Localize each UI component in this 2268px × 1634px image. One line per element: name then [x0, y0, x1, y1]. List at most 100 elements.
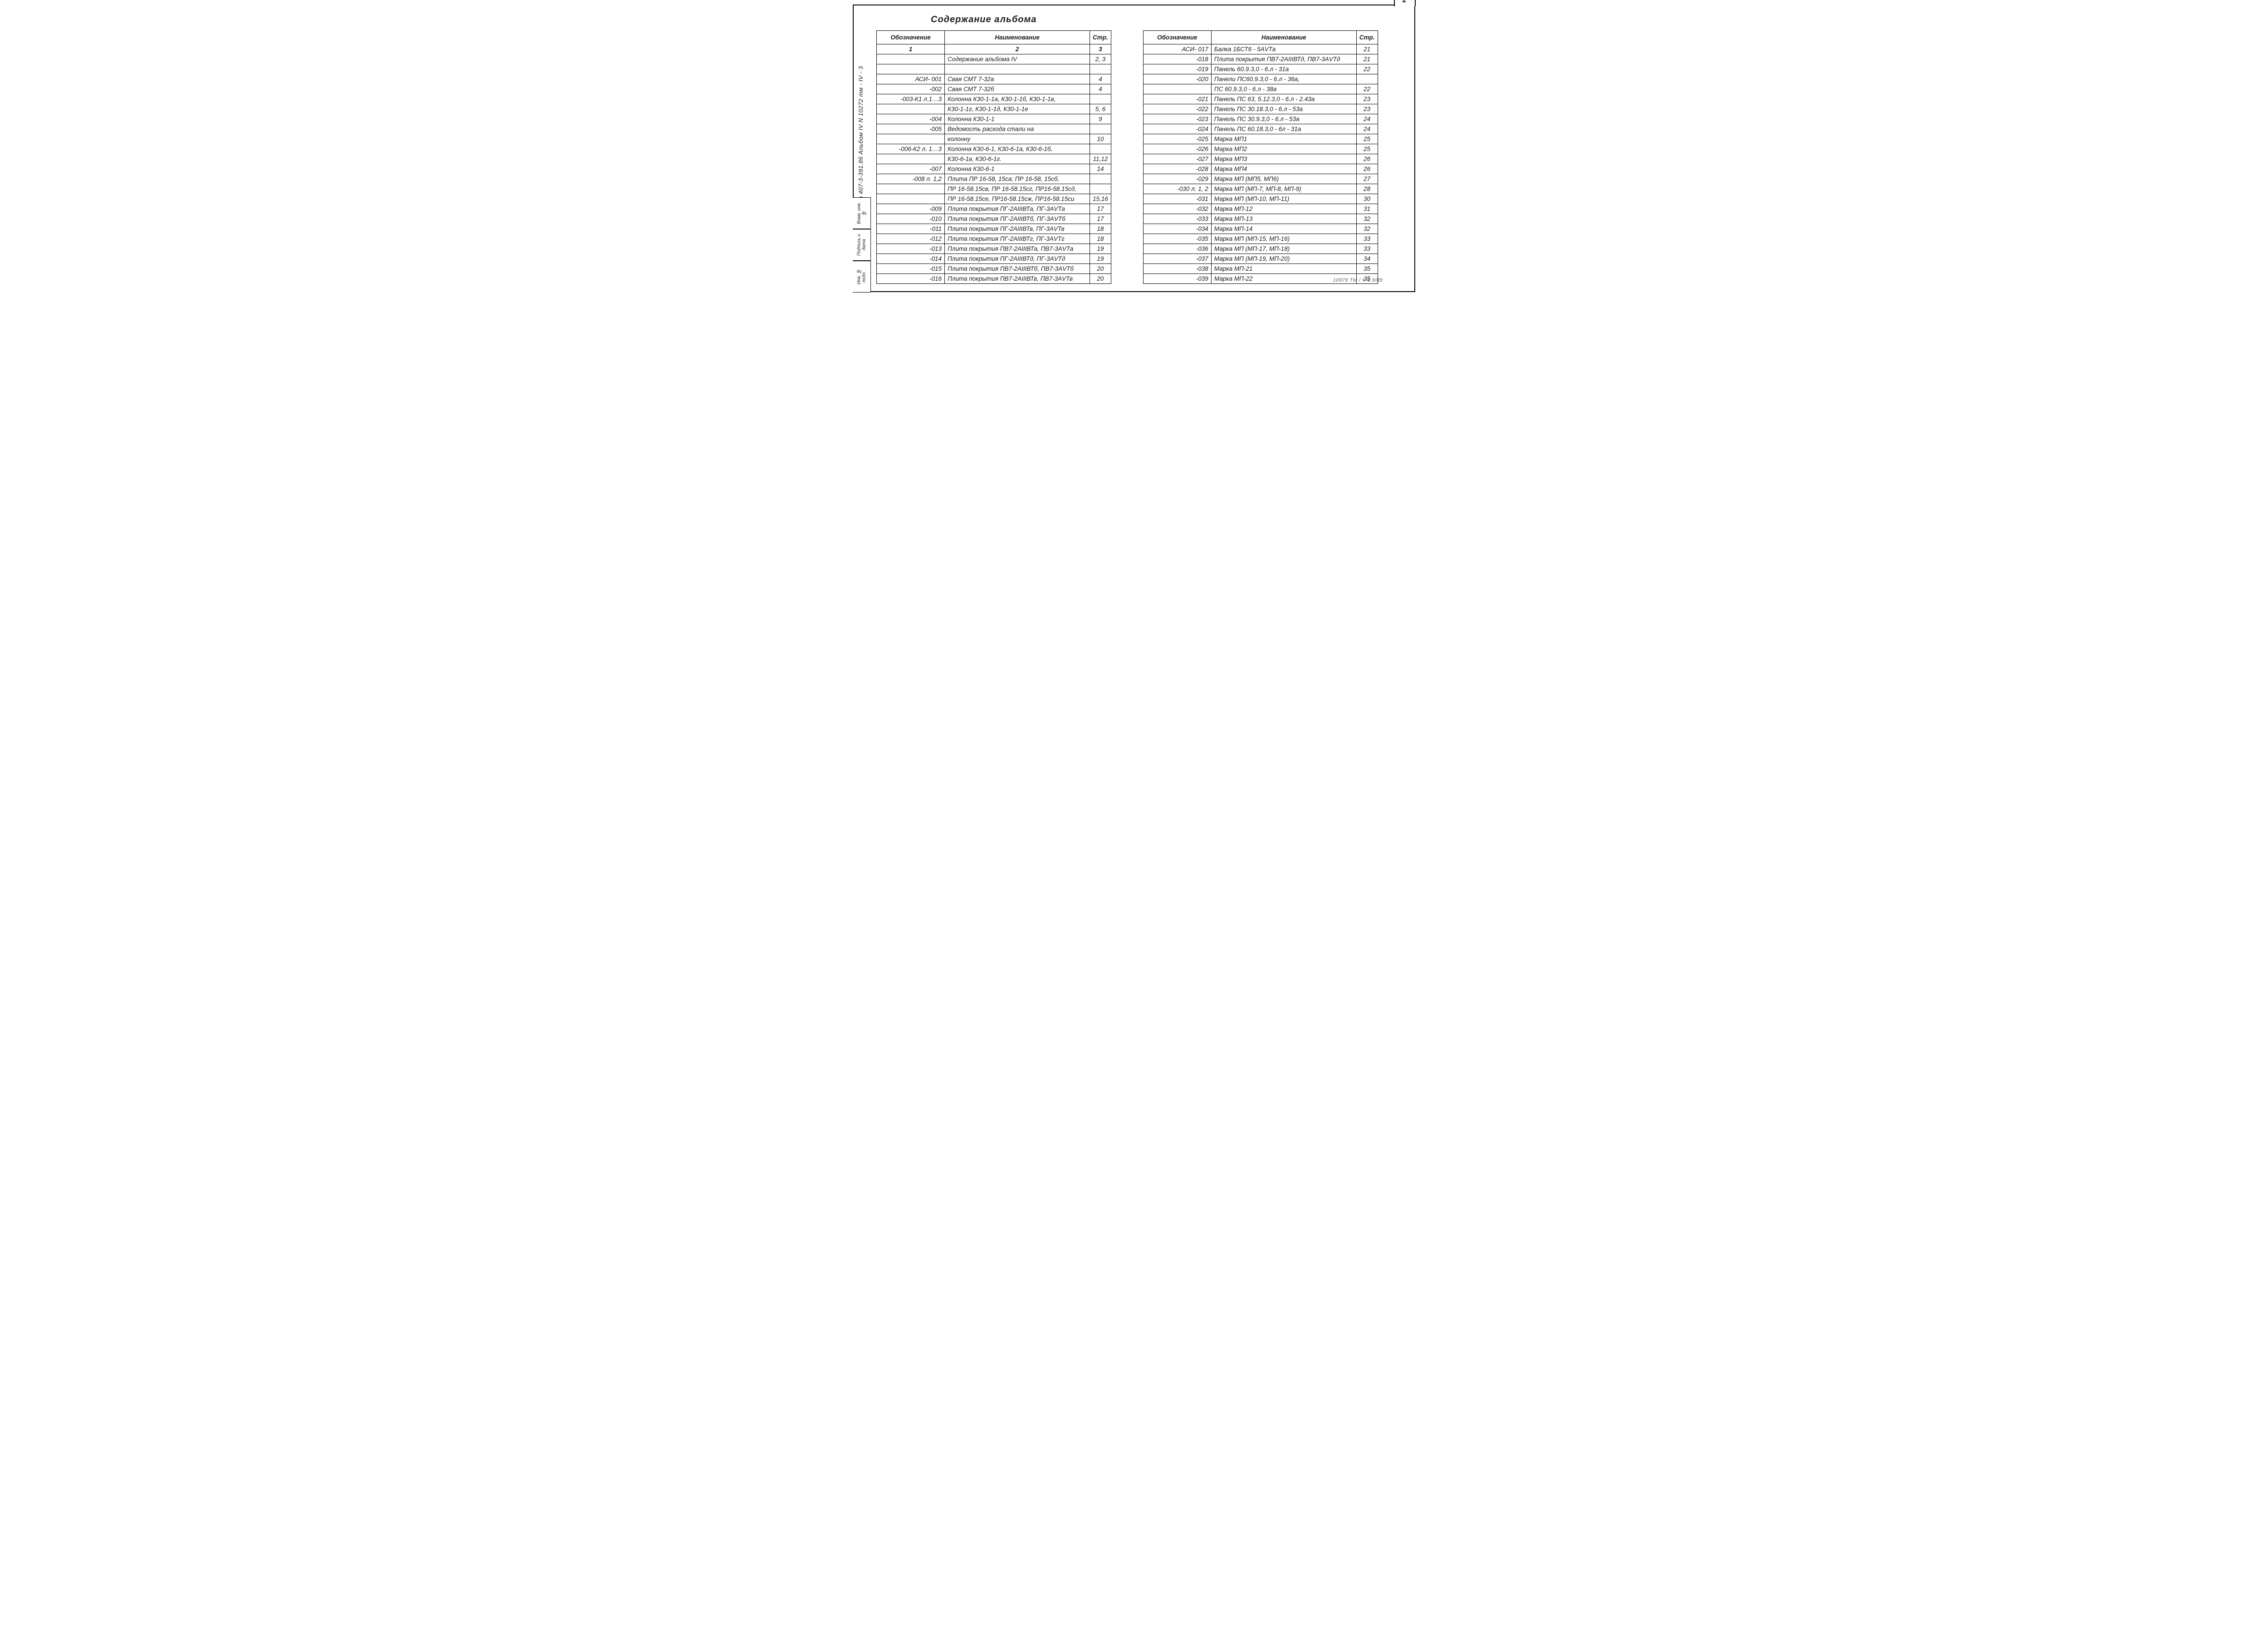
cell-design: -039: [1143, 274, 1211, 284]
cell-name: Панель ПС 63, 5.12.3,0 - 6.л - 2.43а: [1211, 94, 1356, 104]
cell-design: -032: [1143, 204, 1211, 214]
cell-design: -028: [1143, 164, 1211, 174]
cell-name: [945, 64, 1090, 74]
cell-page: [1090, 184, 1111, 194]
cell-page: 4: [1090, 84, 1111, 94]
sub-name-left: 2: [945, 44, 1090, 54]
table-row: -013Плита покрытия ПВ7-2АIIIВТа, ПВ7-3АV…: [877, 244, 1111, 254]
table-row: -018Плита покрытия ПВ7-2АIIIВТд, ПВ7-3АV…: [1143, 54, 1378, 64]
cell-name: Панель 60.9.3,0 - 6.л - 31а: [1211, 64, 1356, 74]
cell-design: -037: [1143, 254, 1211, 264]
cell-design: -021: [1143, 94, 1211, 104]
table-row: -023Панель ПС 30.9.3,0 - 6.л - 53а24: [1143, 114, 1378, 124]
document-title: Содержание альбома: [931, 15, 1407, 25]
cell-name: Плита покрытия ПГ-2АIIIВТг, ПГ-3АVТг: [945, 234, 1090, 244]
cell-name: Панель ПС 30.18.3,0 - 6.л - 53а: [1211, 104, 1356, 114]
cell-page: 18: [1090, 224, 1111, 234]
cell-page: 31: [1356, 204, 1378, 214]
cell-page: 34: [1356, 254, 1378, 264]
cell-name: Плита покрытия ПГ-2АIIIВТа, ПГ-3АVТа: [945, 204, 1090, 214]
cell-page: 17: [1090, 204, 1111, 214]
stamp-side-boxes: Инв. № подл. Подпись и дата Взам. инв. №: [853, 197, 871, 293]
cell-page: 35: [1356, 264, 1378, 274]
table-row: -021Панель ПС 63, 5.12.3,0 - 6.л - 2.43а…: [1143, 94, 1378, 104]
cell-name: Марка МП4: [1211, 164, 1356, 174]
cell-design: [1143, 84, 1211, 94]
cell-page: [1090, 94, 1111, 104]
cell-page: 26: [1356, 154, 1378, 164]
cell-name: Марка МП-21: [1211, 264, 1356, 274]
cell-page: [1356, 74, 1378, 84]
cell-design: -007: [877, 164, 945, 174]
cell-name: Марка МП-12: [1211, 204, 1356, 214]
cell-design: -033: [1143, 214, 1211, 224]
table-row: -025Марка МП125: [1143, 134, 1378, 144]
cell-name: Колонна К30-1-1а, К30-1-1б, К30-1-1в,: [945, 94, 1090, 104]
drawing-sheet: 2 Типовой проект 407-3-391.86 Альбом IV …: [853, 5, 1415, 292]
table-row: К30-1-1г, К30-1-1д, К30-1-1е5, 6: [877, 104, 1111, 114]
cell-page: [1090, 144, 1111, 154]
cell-page: 19: [1090, 254, 1111, 264]
contents-tbody-left: Содержание альбома IV2, 3АСИ- 001Свая СМ…: [877, 54, 1111, 284]
cell-name: Ведомость расхода стали на: [945, 124, 1090, 134]
cell-design: [877, 134, 945, 144]
cell-name: Плита покрытия ПВ7-2АIIIВТб, ПВ7-3АVТб: [945, 264, 1090, 274]
cell-page: 20: [1090, 264, 1111, 274]
cell-design: -029: [1143, 174, 1211, 184]
cell-design: -016: [877, 274, 945, 284]
cell-page: 33: [1356, 234, 1378, 244]
cell-page: 22: [1356, 64, 1378, 74]
th-page-left: Стр.: [1090, 31, 1111, 44]
cell-design: -010: [877, 214, 945, 224]
cell-name: Плита ПР 16-58, 15са; ПР 16-58, 15сб,: [945, 174, 1090, 184]
cell-page: 27: [1356, 174, 1378, 184]
table-row: -026Марка МП225: [1143, 144, 1378, 154]
table-row: -031Марка МП (МП-10, МП-11)30: [1143, 194, 1378, 204]
table-row: -038Марка МП-2135: [1143, 264, 1378, 274]
cell-name: Колонна К30-1-1: [945, 114, 1090, 124]
contents-table-left: Обозначение Наименование Стр. 1 2 3 Соде…: [876, 30, 1111, 284]
cell-page: [1090, 64, 1111, 74]
cell-design: -011: [877, 224, 945, 234]
th-name-right: Наименование: [1211, 31, 1356, 44]
cell-name: Панели ПС60.9.3,0 - 6.л - 36а,: [1211, 74, 1356, 84]
cell-name: Плита покрытия ПГ-2АIIIВТд, ПГ-3АVТд: [945, 254, 1090, 264]
cell-name: Марка МП (МП-19, МП-20): [1211, 254, 1356, 264]
table-row: ПР 16-58.15се, ПР16-58.15сж, ПР16-58.15с…: [877, 194, 1111, 204]
cell-design: [877, 154, 945, 164]
cell-page: 33: [1356, 244, 1378, 254]
table-row: К30-6-1в, К30-6-1г.11,12: [877, 154, 1111, 164]
cell-name: Марка МП (МП-7, МП-8, МП-9): [1211, 184, 1356, 194]
cell-design: -034: [1143, 224, 1211, 234]
cell-page: 23: [1356, 94, 1378, 104]
handwritten-annotation: 10979 ТМ / V 8.9/89: [1333, 278, 1383, 283]
sub-design-left: 1: [877, 44, 945, 54]
cell-name: Марка МП3: [1211, 154, 1356, 164]
cell-name: Марка МП (МП-10, МП-11): [1211, 194, 1356, 204]
cell-design: -005: [877, 124, 945, 134]
cell-page: 22: [1356, 84, 1378, 94]
cell-page: 15,16: [1090, 194, 1111, 204]
cell-design: -036: [1143, 244, 1211, 254]
cell-name: К30-6-1в, К30-6-1г.: [945, 154, 1090, 164]
cell-name: Свая СМТ 7-32а: [945, 74, 1090, 84]
table-row: -037Марка МП (МП-19, МП-20)34: [1143, 254, 1378, 264]
cell-name: Марка МП-13: [1211, 214, 1356, 224]
table-row: [877, 64, 1111, 74]
cell-name: ПР 16-58.15се, ПР16-58.15сж, ПР16-58.15с…: [945, 194, 1090, 204]
table-row: -006-К2 л. 1…3Колонна К30-6-1, К30-6-1а,…: [877, 144, 1111, 154]
cell-design: -008 л. 1,2: [877, 174, 945, 184]
page-number: 2: [1403, 0, 1407, 4]
table-row: -036Марка МП (МП-17, МП-18)33: [1143, 244, 1378, 254]
cell-name: Марка МП1: [1211, 134, 1356, 144]
cell-design: [877, 104, 945, 114]
cell-name: Плита покрытия ПВ7-2АIIIВТв, ПВ7-3АVТв: [945, 274, 1090, 284]
cell-design: АСИ- 001: [877, 74, 945, 84]
sub-page-left: 3: [1090, 44, 1111, 54]
table-row: ПР 16-58.15св, ПР 16-58.15сг, ПР16-58.15…: [877, 184, 1111, 194]
cell-name: Марка МП-14: [1211, 224, 1356, 234]
cell-design: -031: [1143, 194, 1211, 204]
cell-page: 28: [1356, 184, 1378, 194]
cell-name: Марка МП2: [1211, 144, 1356, 154]
stamp-sign-date: Подпись и дата: [853, 229, 871, 261]
